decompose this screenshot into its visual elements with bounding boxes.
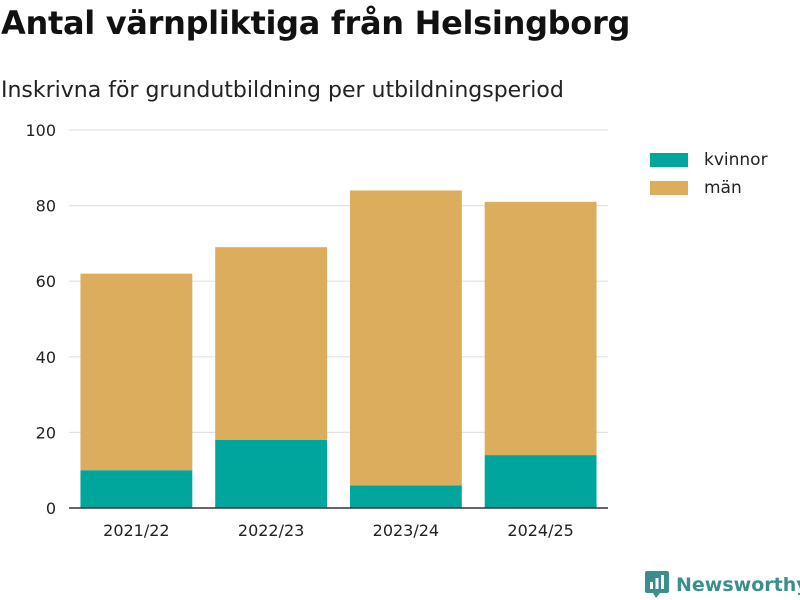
y-tick-label: 0 — [46, 499, 56, 518]
x-tick-label: 2023/24 — [373, 521, 439, 540]
bars — [80, 190, 597, 508]
brand-name: Newsworthy — [676, 574, 800, 596]
legend-item-man: män — [650, 174, 768, 202]
legend-swatch — [650, 181, 688, 195]
x-tick-label: 2022/23 — [238, 521, 304, 540]
legend-label: män — [704, 178, 742, 198]
brand-footer: Newsworthy — [644, 570, 800, 600]
bar-man-2021-22 — [80, 273, 193, 471]
bar-kvinnor-2023-24 — [349, 485, 462, 508]
newsworthy-logo-icon — [645, 571, 669, 598]
bar-man-2023-24 — [349, 190, 462, 486]
bar-man-2024-25 — [484, 201, 597, 456]
chart-title: Antal värnpliktiga från Helsingborg — [1, 4, 631, 42]
y-tick-labels: 0 20 40 60 80 100 — [25, 121, 56, 518]
y-tick-label: 60 — [36, 272, 56, 291]
y-tick-label: 100 — [25, 121, 56, 140]
x-tick-label: 2024/25 — [507, 521, 573, 540]
legend-item-kvinnor: kvinnor — [650, 146, 768, 174]
bar-kvinnor-2022-23 — [215, 439, 328, 508]
y-tick-label: 40 — [36, 348, 56, 367]
bar-kvinnor-2024-25 — [484, 455, 597, 508]
chart-subtitle: Inskrivna för grundutbildning per utbild… — [1, 78, 564, 103]
legend: kvinnor män — [650, 146, 768, 202]
bar-kvinnor-2021-22 — [80, 470, 193, 508]
legend-swatch — [650, 153, 688, 167]
y-tick-label: 20 — [36, 423, 56, 442]
legend-label: kvinnor — [704, 150, 768, 170]
y-tick-label: 80 — [36, 197, 56, 216]
x-tick-labels: 2021/22 2022/23 2023/24 2024/25 — [103, 521, 574, 540]
bar-man-2022-23 — [215, 247, 328, 440]
x-tick-label: 2021/22 — [103, 521, 169, 540]
